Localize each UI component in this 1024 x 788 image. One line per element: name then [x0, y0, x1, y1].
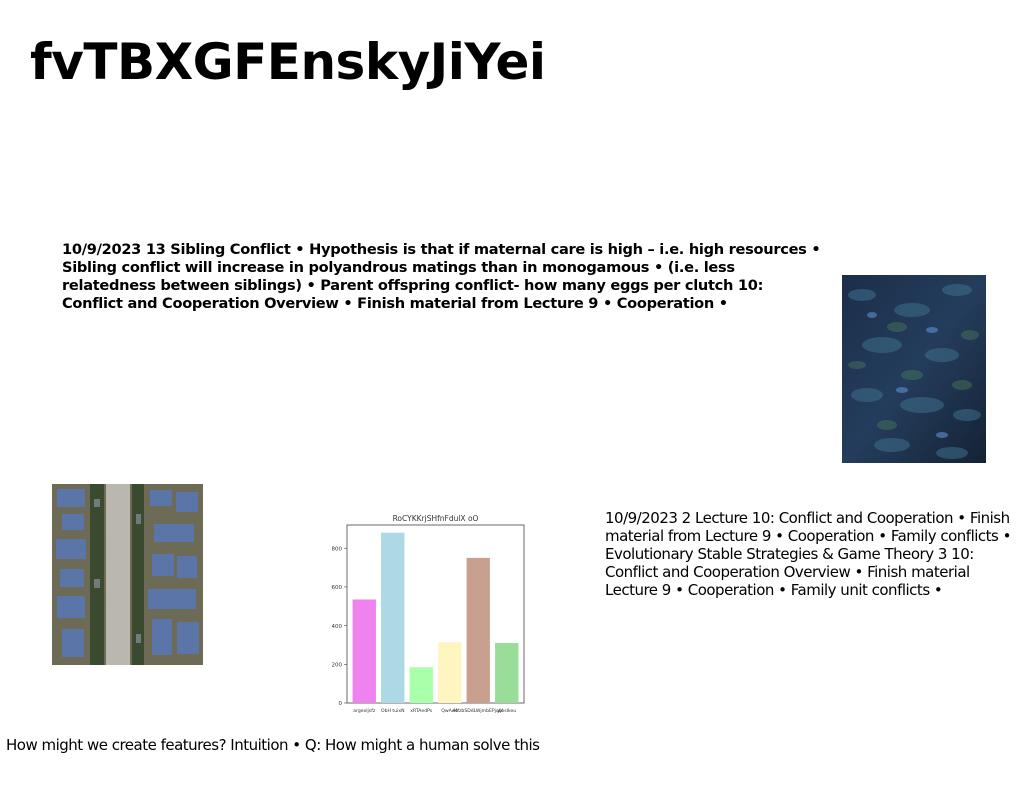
x-tick-label: QwAwo [441, 708, 458, 714]
bar [466, 557, 490, 703]
bar [438, 642, 462, 703]
dark-blue-texture-photo-icon [842, 275, 986, 463]
bar-chart: RoCYKKrjSHfnFdulX oO 0 200 400 600 800 argexlj… [330, 508, 530, 718]
bar [352, 599, 376, 703]
y-tick-label: 600 [332, 585, 343, 591]
sibling-conflict-excerpt: 10/9/2023 13 Sibling Conflict • Hypothes… [62, 241, 821, 312]
bar-chart-svg: RoCYKKrjSHfnFdulX oO 0 200 400 600 800 argexlj… [332, 514, 525, 714]
chart-title: RoCYKKrjSHfnFdulX oO [393, 514, 479, 523]
y-tick-label: 800 [332, 546, 343, 552]
y-tick-label: 400 [332, 624, 343, 630]
y-tick-label: 200 [332, 663, 343, 669]
bar [409, 667, 433, 703]
bar [495, 643, 519, 703]
page-title: fvTBXGFEnskyJiYei [30, 33, 546, 91]
x-tick-label: argexljsfz [353, 708, 376, 714]
texture-image [842, 275, 986, 463]
x-tick-label: ObH tuixN [381, 708, 405, 714]
x-tick-label: xRTAedPs [410, 708, 433, 714]
lecture-excerpt: 10/9/2023 2 Lecture 10: Conflict and Coo… [605, 509, 1011, 599]
caption-text: How might we create features? Intuition … [6, 736, 540, 754]
y-tick-label: 0 [339, 701, 343, 707]
x-tick-label: MfzbSDdLWjmbEPjqbl [453, 708, 503, 714]
aerial-image [52, 484, 203, 665]
x-tick-label: yjnsIkeu [497, 708, 516, 714]
bar [381, 532, 405, 703]
aerial-city-photo-icon [52, 484, 203, 665]
chart-frame [346, 524, 525, 704]
